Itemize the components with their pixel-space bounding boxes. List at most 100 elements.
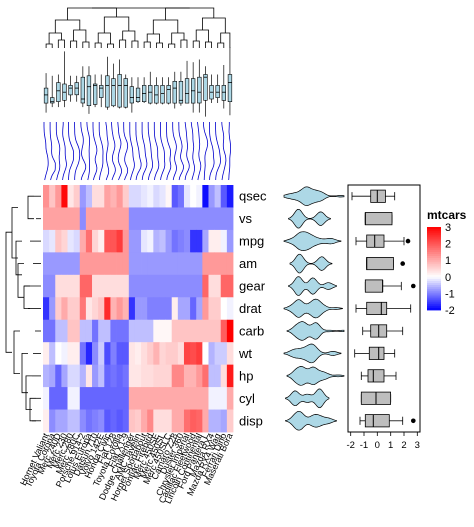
heatmap-cell — [220, 297, 228, 321]
heatmap-cell — [196, 409, 203, 433]
heatmap-cell — [134, 409, 142, 433]
legend-gradient-step — [427, 235, 441, 238]
heatmap-cell — [147, 409, 154, 433]
heatmap-cell — [226, 185, 234, 208]
heatmap-cell — [159, 409, 166, 433]
heatmap-cell — [43, 274, 50, 298]
axis-tick-label: 1 — [388, 440, 393, 451]
heatmap-cell — [159, 297, 166, 321]
legend-gradient-step — [427, 253, 441, 257]
heatmap-cell — [79, 229, 87, 253]
legend-gradient-step — [427, 268, 441, 271]
column-density-curve — [98, 122, 104, 181]
heatmap-cell — [214, 229, 222, 253]
column-density-curve — [215, 122, 221, 181]
heatmap-cell — [177, 342, 185, 366]
legend-gradient-step — [427, 241, 441, 245]
heatmap-cell — [67, 297, 75, 321]
column-box — [227, 74, 233, 103]
row-label: drat — [239, 301, 262, 316]
dendrogram-branch — [11, 207, 18, 259]
heatmap-cell — [55, 319, 62, 343]
heatmap-cell — [116, 252, 124, 276]
legend-gradient-step — [427, 283, 441, 286]
column-box — [99, 85, 104, 98]
column-box — [166, 85, 171, 104]
heatmap-cell — [153, 364, 160, 388]
heatmap-cell — [134, 274, 142, 298]
legend-gradient-step — [427, 295, 441, 298]
heatmap-cell — [104, 274, 111, 298]
heatmap-cell — [171, 342, 179, 366]
heatmap-cell — [141, 207, 148, 231]
column-density-curve — [178, 122, 184, 181]
dendrogram-branch — [122, 30, 136, 41]
legend-gradient-step — [427, 239, 441, 242]
heatmap-cell — [159, 229, 166, 253]
column-box — [74, 82, 79, 96]
legend-gradient-step — [427, 291, 441, 294]
heatmap-cell — [67, 409, 75, 433]
heatmap-cell — [98, 252, 105, 276]
heatmap-cell — [98, 319, 105, 343]
column-box — [56, 82, 61, 102]
heatmap-cell — [128, 342, 136, 366]
heatmap-cell — [73, 364, 81, 388]
heatmap-cell — [55, 387, 62, 410]
legend-title: mtcars — [427, 208, 467, 222]
column-density-curve — [111, 121, 116, 181]
heatmap-cell — [208, 185, 216, 208]
heatmap-cell — [73, 387, 81, 410]
heatmap-cell — [153, 229, 160, 253]
dendrogram-branch — [94, 42, 102, 48]
heatmap-cell — [92, 185, 99, 208]
column-box — [148, 85, 153, 104]
legend-gradient-step — [427, 287, 441, 290]
heatmap-cell — [128, 185, 136, 208]
heatmap-cell — [116, 409, 124, 433]
heatmap-cell — [98, 387, 105, 410]
heatmap-cell — [214, 364, 222, 388]
column-density-curve — [105, 121, 110, 181]
legend-gradient-step — [427, 264, 441, 267]
column-box — [50, 97, 55, 104]
legend-gradient-step — [427, 303, 441, 307]
heatmap-cell — [165, 229, 173, 253]
heatmap-cell — [104, 364, 111, 388]
violin-shape — [286, 321, 345, 341]
heatmap-cell — [122, 274, 130, 298]
box-body — [368, 346, 385, 360]
heatmap-cell — [147, 297, 154, 321]
column-box — [215, 85, 220, 98]
axis-tick-label: -2 — [346, 440, 354, 451]
heatmap-cell — [73, 229, 81, 253]
column-box — [93, 83, 98, 105]
heatmap-cell — [183, 185, 191, 208]
heatmap-cell — [98, 274, 105, 298]
heatmap-cell — [98, 207, 105, 231]
heatmap-cell — [159, 207, 166, 231]
heatmap-cell — [171, 207, 179, 231]
heatmap-cell — [104, 207, 111, 231]
heatmap-cell — [153, 387, 160, 410]
heatmap-cell — [141, 387, 148, 410]
heatmap-cell — [49, 252, 56, 276]
boxplot-frame — [347, 184, 421, 433]
heatmap-cell — [85, 342, 93, 366]
legend-gradient-step — [427, 233, 441, 236]
heatmap-cell — [110, 297, 117, 321]
heatmap-cell — [110, 364, 117, 388]
legend-gradient-step — [427, 243, 441, 247]
heatmap-cell — [85, 319, 93, 343]
heatmap-cell — [190, 229, 197, 253]
legend-gradient-step — [427, 307, 441, 311]
heatmap-cell — [85, 364, 93, 388]
dendrogram-branch — [13, 330, 20, 374]
heatmap-cell — [177, 207, 185, 231]
heatmap-cell — [183, 297, 191, 321]
heatmap-cell — [153, 207, 160, 231]
heatmap-cell — [43, 297, 50, 321]
heatmap-cell — [183, 409, 191, 433]
dendrogram-branch — [57, 39, 65, 48]
